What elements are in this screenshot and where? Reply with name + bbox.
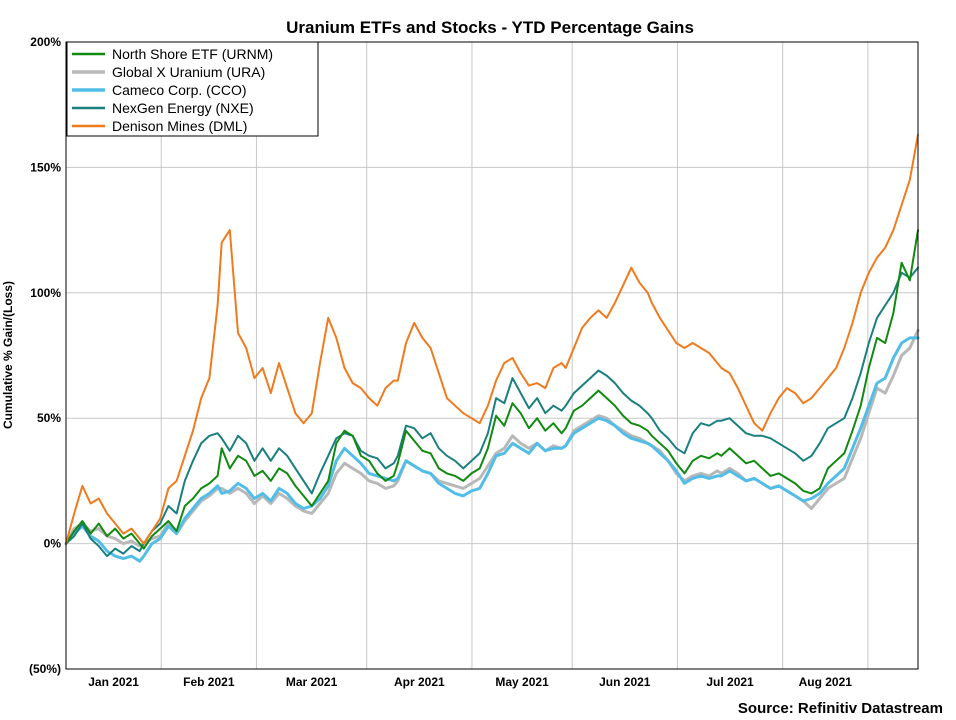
legend-label: Global X Uranium (URA) — [112, 64, 265, 80]
series-line — [65, 266, 919, 558]
legend-label: Cameco Corp. (CCO) — [112, 82, 247, 98]
series-line — [64, 336, 920, 563]
legend-label: Denison Mines (DML) — [112, 118, 247, 134]
y-axis-ticks: (50%) 0% 50% 100% 150% 200% — [29, 35, 61, 676]
legend-label: North Shore ETF (URNM) — [112, 46, 273, 62]
x-axis-ticks: Jan 2021 Feb 2021 Mar 2021 Apr 2021 May 2021… — [88, 675, 852, 689]
series-line — [64, 328, 920, 548]
plot-frame — [65, 41, 919, 670]
y-tick-label: 100% — [30, 286, 61, 300]
x-tick-label: Feb 2021 — [183, 675, 235, 689]
series-line — [65, 133, 919, 545]
x-tick-label: Jul 2021 — [706, 675, 754, 689]
y-tick-label: (50%) — [29, 662, 61, 676]
y-axis-label: Cumulative % Gain/(Loss) — [1, 281, 15, 429]
series-line — [65, 229, 919, 550]
x-tick-label: Jan 2021 — [88, 675, 139, 689]
y-tick-label: 0% — [44, 537, 62, 551]
legend: North Shore ETF (URNM) Global X Uranium (… — [66, 41, 319, 137]
series-lines — [64, 133, 920, 563]
x-tick-label: Aug 2021 — [799, 675, 853, 689]
x-tick-label: May 2021 — [495, 675, 549, 689]
y-tick-label: 150% — [30, 160, 61, 174]
y-tick-label: 200% — [30, 35, 61, 49]
chart-title: Uranium ETFs and Stocks - YTD Percentage… — [286, 18, 694, 37]
x-tick-label: Mar 2021 — [286, 675, 338, 689]
y-tick-label: 50% — [37, 411, 61, 425]
source-note: Source: Refinitiv Datastream — [738, 700, 943, 717]
x-tick-label: Jun 2021 — [599, 675, 651, 689]
x-tick-label: Apr 2021 — [394, 675, 445, 689]
legend-label: NexGen Energy (NXE) — [112, 100, 254, 116]
legend-box — [66, 41, 319, 137]
